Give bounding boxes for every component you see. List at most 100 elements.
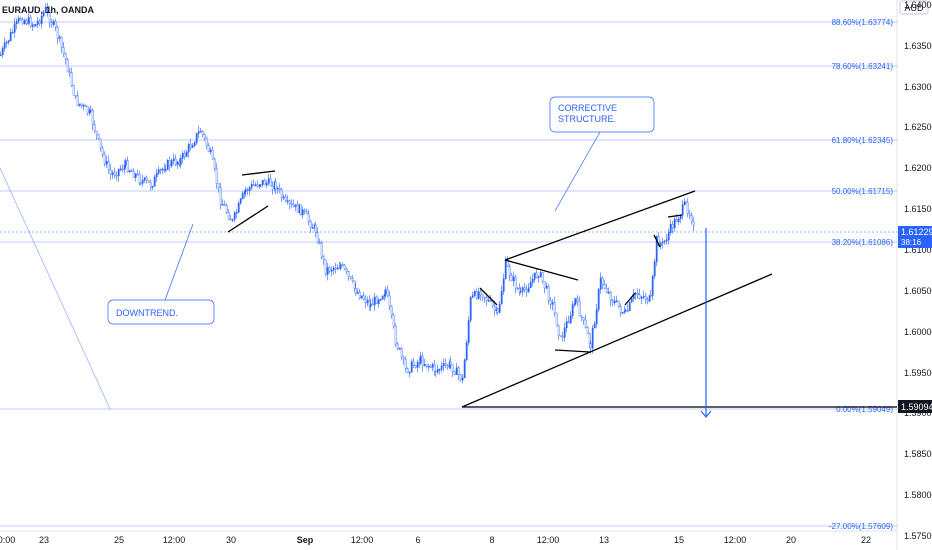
candle-body (559, 335, 562, 337)
candle-body (318, 242, 321, 244)
currency-badge[interactable] (899, 0, 929, 15)
candle-body (153, 176, 156, 187)
downtrend-target-arrow[interactable] (700, 228, 712, 418)
candle-body (250, 184, 253, 188)
candle-body (553, 302, 556, 314)
candle-body (280, 189, 283, 199)
candle-body (671, 223, 674, 229)
candle-body (642, 296, 645, 298)
candle-body (189, 144, 192, 148)
callout-downtrend[interactable]: DOWNTREND. (107, 223, 215, 325)
candle-body (121, 168, 124, 171)
price-tick: 1.62000 (904, 163, 932, 173)
candle-body (292, 204, 295, 207)
candle-body (332, 267, 335, 271)
candle-body (166, 159, 169, 170)
candle-body (623, 310, 626, 313)
candle-body (537, 276, 540, 278)
candle-body (459, 374, 462, 381)
time-tick: 12:00 (163, 535, 186, 545)
fib-retracement[interactable]: 88.60%(1.63774) 78.60%(1.63241) 61.80%(1… (0, 18, 897, 531)
candle-body (381, 295, 384, 300)
candle-body (225, 205, 228, 213)
candle-body (136, 173, 139, 176)
candle-body (500, 291, 503, 305)
time-tick: 6 (415, 535, 420, 545)
candle-body (221, 204, 224, 206)
wave-line-b[interactable] (554, 349, 591, 353)
candle-body (621, 312, 624, 314)
candle-body (358, 291, 361, 299)
candle-body (646, 299, 649, 302)
candle-body (34, 24, 37, 27)
candle-countdown: 38:16 (901, 238, 922, 247)
candle-body (371, 303, 374, 306)
candle-body (199, 130, 202, 133)
candle-body (529, 282, 532, 289)
candle-body (545, 286, 548, 289)
candle-body (56, 26, 59, 39)
candle-body (619, 306, 622, 313)
candle-body (444, 363, 447, 366)
candle-body (294, 204, 297, 207)
candle-body (267, 178, 270, 184)
candle-body (282, 196, 285, 199)
candle-body (489, 300, 492, 302)
price-tick: 1.60000 (904, 327, 932, 337)
wave-line-e[interactable] (241, 170, 276, 176)
candle-body (164, 169, 167, 171)
candle-body (299, 204, 302, 216)
candle-body (328, 267, 331, 272)
candle-body (113, 172, 116, 176)
candle-body (288, 200, 291, 205)
symbol-label[interactable]: EURAUD, 1h, OANDA (2, 5, 95, 15)
wave-line-d[interactable] (227, 205, 269, 233)
target-price-badge (898, 400, 932, 413)
candle-body (467, 320, 470, 343)
candle-body (74, 95, 77, 97)
candle-body (543, 281, 546, 289)
candle-body (183, 153, 186, 157)
price-tick: 1.63000 (904, 82, 932, 92)
candle-body (649, 295, 652, 297)
candle-body (336, 267, 339, 270)
candle-body (535, 272, 538, 278)
candle-body (316, 232, 319, 243)
candle-body (185, 151, 188, 157)
trendline-drawings[interactable] (227, 170, 897, 408)
candle-body (207, 145, 210, 152)
candle-body (591, 327, 594, 349)
price-axis[interactable]: AUD 1.64000 1.63500 1.63000 1.62500 1.62… (898, 0, 932, 541)
candle-body (322, 256, 325, 260)
time-axis[interactable]: 20:00 23 25 12:00 30 Sep 12:00 6 8 12:00… (0, 535, 871, 545)
channel-lower-line[interactable] (461, 273, 773, 408)
candle-body (231, 219, 234, 221)
candle-body (23, 20, 26, 24)
candle-body (70, 72, 73, 86)
candle-body (473, 291, 476, 296)
candle-body (27, 17, 30, 24)
wave-line-c[interactable] (479, 287, 498, 306)
candle-body (451, 364, 454, 373)
callout-corrective-structure[interactable]: CORRECTIVE STRUCTURE. (549, 96, 655, 212)
candle-body (663, 240, 666, 243)
candle-body (684, 201, 687, 204)
candle-body (465, 342, 468, 361)
candle-body (644, 296, 647, 300)
candle-body (547, 286, 550, 301)
time-tick: 12:00 (724, 535, 747, 545)
price-tick: 1.57500 (904, 531, 932, 541)
candle-body (431, 364, 434, 368)
candle-body (493, 305, 496, 311)
candle-body (44, 7, 47, 13)
wave-line-f[interactable] (624, 292, 636, 306)
wave-line-h[interactable] (667, 214, 683, 218)
candle-body (469, 297, 472, 321)
wave-line-a[interactable] (504, 259, 579, 281)
candle-body (215, 168, 218, 184)
channel-upper-line[interactable] (504, 190, 696, 261)
candle-body (147, 180, 150, 183)
candle-body (151, 186, 154, 188)
wave-line-g[interactable] (653, 234, 661, 248)
